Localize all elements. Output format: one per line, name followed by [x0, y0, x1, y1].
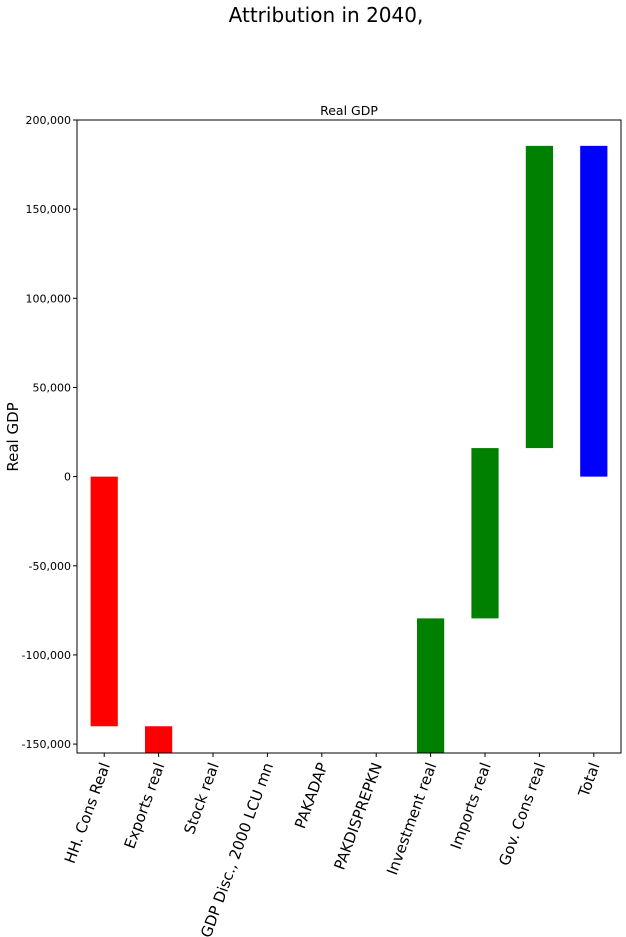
plot-frame	[76, 119, 622, 754]
y-tick-label: 0	[64, 471, 71, 484]
x-tick-label: PAKADAP	[291, 760, 331, 831]
x-tick-label: HH. Cons Real	[61, 760, 114, 866]
bar-hh-cons-real	[90, 476, 118, 727]
y-tick-label: -100,000	[22, 649, 71, 662]
y-tick-label: -150,000	[22, 738, 71, 751]
chart-title: Real GDP	[320, 103, 378, 118]
y-tick-label: 150,000	[26, 203, 72, 216]
y-axis-label: Real GDP	[4, 402, 22, 471]
y-tick-label: 50,000	[33, 381, 72, 394]
x-tick-label: PAKDISPREPKN	[330, 760, 385, 872]
bar-investment-real	[417, 618, 445, 753]
x-tick-label: Gov. Cons real	[495, 760, 549, 868]
y-axis-ticks: -150,000 -100,000 -50,000 0 50,000 100,000 150…	[22, 114, 77, 751]
bar-total	[580, 145, 608, 477]
x-tick-label: Exports real	[121, 760, 169, 851]
bar-gov-cons-real	[525, 145, 553, 449]
y-tick-label: 200,000	[26, 114, 72, 127]
x-tick-label: Investment real	[383, 760, 440, 877]
bar-exports-real	[145, 726, 173, 753]
bars-layer	[90, 145, 608, 753]
x-tick-label: Stock real	[180, 760, 222, 836]
y-tick-label: -50,000	[29, 560, 71, 573]
y-tick-label: 100,000	[26, 292, 72, 305]
chart-suptitle: Attribution in 2040,	[229, 3, 424, 27]
bar-imports-real	[471, 448, 499, 619]
x-tick-label: Total	[574, 760, 603, 800]
x-tick-label: Imports real	[447, 760, 495, 851]
